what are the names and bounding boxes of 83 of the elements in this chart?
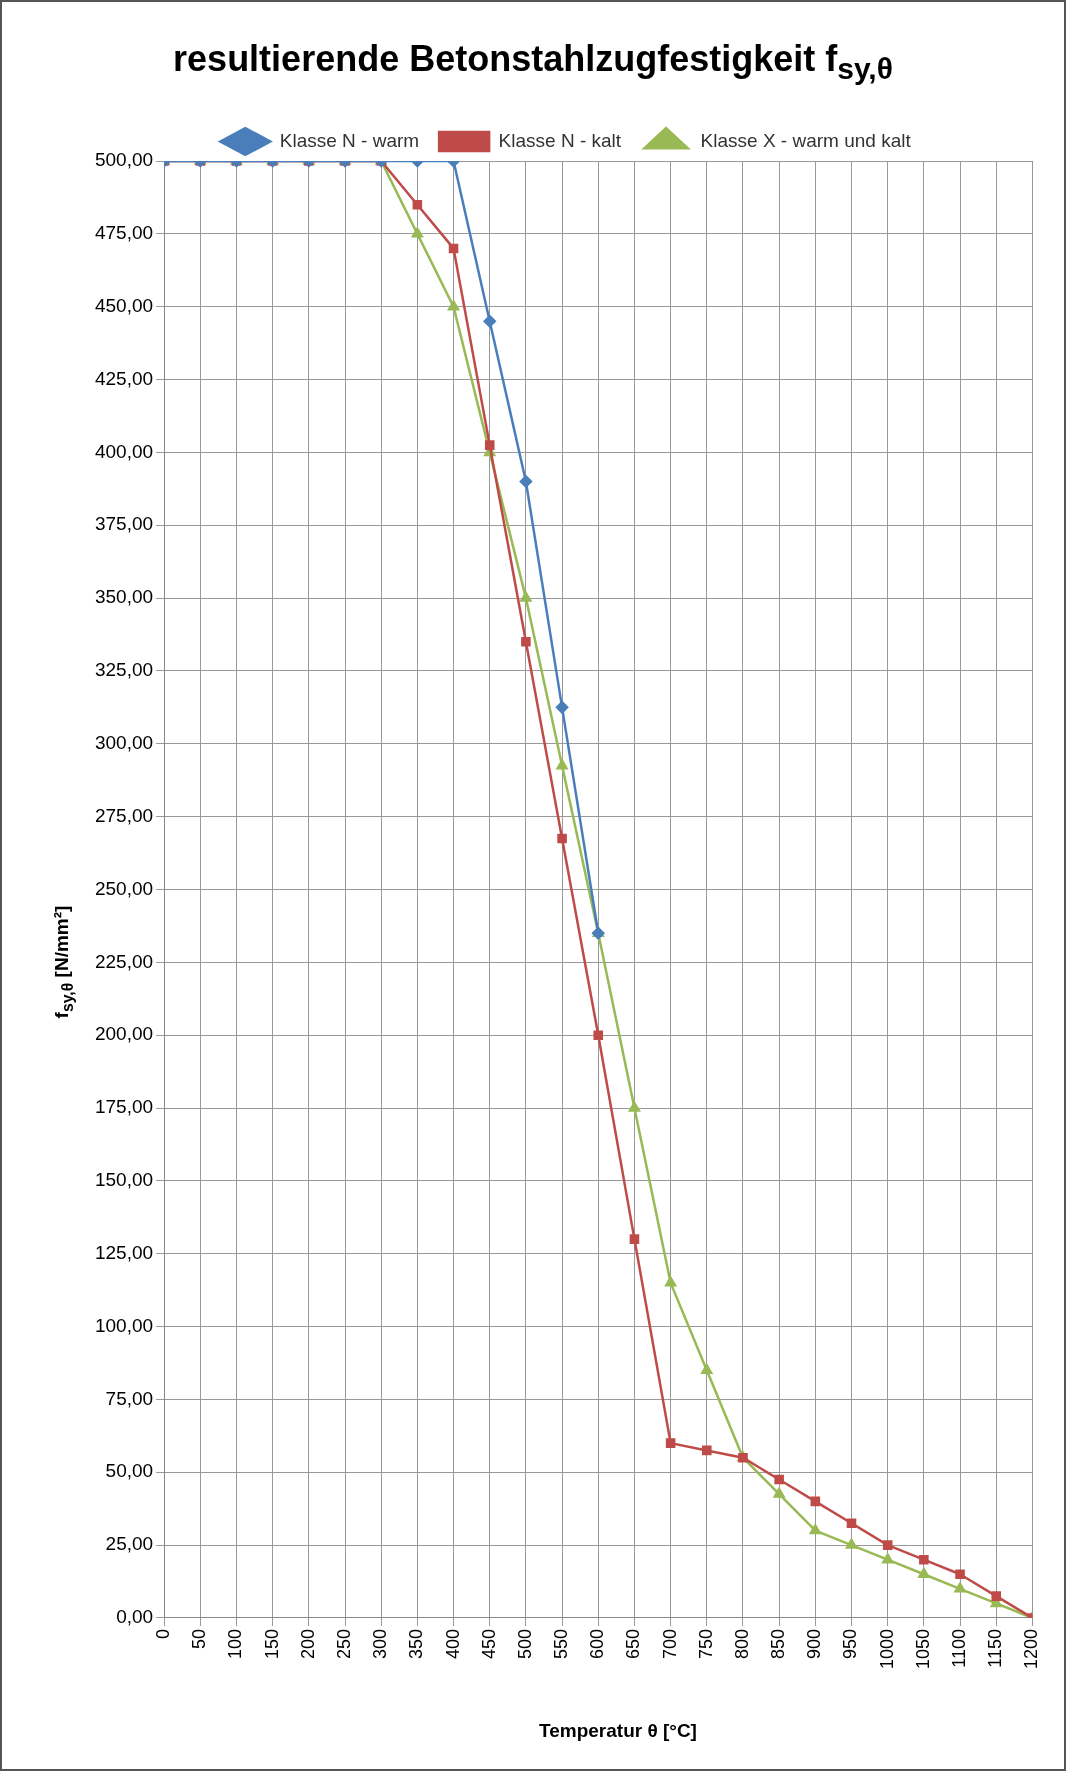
point xyxy=(665,1438,676,1448)
y-tick-label: 275,00 xyxy=(94,804,154,826)
x-tick-label: 150 xyxy=(261,1628,282,1659)
point xyxy=(412,199,423,210)
chart-title: resultierende Betonstahlzugfestigkeit f$_{sy,θ}$ xyxy=(172,38,894,87)
point xyxy=(991,1591,1002,1601)
point xyxy=(447,300,460,311)
point xyxy=(448,243,459,254)
point xyxy=(519,475,533,488)
point xyxy=(773,1487,785,1498)
x-tick-label: 200 xyxy=(297,1628,318,1659)
x-tick-label: 1200 xyxy=(1021,1628,1042,1669)
x-tick-label: 650 xyxy=(623,1628,644,1659)
x-tick-label: 250 xyxy=(333,1628,354,1659)
y-tick-label: 350,00 xyxy=(94,586,154,608)
point xyxy=(954,1582,966,1593)
point xyxy=(484,440,495,450)
x-tick-label: 950 xyxy=(840,1628,861,1659)
x-tick-label: 300 xyxy=(370,1628,391,1659)
point xyxy=(521,637,531,647)
point xyxy=(557,833,567,844)
point xyxy=(701,1364,713,1375)
point xyxy=(919,1554,929,1565)
legend-label: Klasse X - warm und kalt xyxy=(700,129,912,151)
y-tick-label: 50,00 xyxy=(105,1460,154,1482)
y-tick-label: 425,00 xyxy=(94,367,154,389)
point xyxy=(774,1474,784,1485)
y-tick-label: 400,00 xyxy=(94,440,154,462)
y-tick-label: 450,00 xyxy=(94,294,154,316)
y-tick-label: 325,00 xyxy=(94,659,154,681)
point xyxy=(845,1538,858,1549)
point xyxy=(702,1445,712,1456)
point xyxy=(810,1496,821,1507)
point xyxy=(665,1276,677,1287)
x-tick-label: 750 xyxy=(695,1628,716,1659)
point xyxy=(846,1518,857,1529)
point xyxy=(882,1553,894,1564)
point xyxy=(809,1524,821,1535)
y-tick-label: 300,00 xyxy=(94,732,154,754)
x-tick-label: 1150 xyxy=(985,1628,1006,1668)
x-tick-label: 100 xyxy=(225,1628,246,1659)
legend-label: Klasse N - kalt xyxy=(498,129,622,151)
x-tick-label: 350 xyxy=(406,1628,427,1659)
x-tick-label: 0 xyxy=(153,1628,174,1639)
x-tick-label: 500 xyxy=(514,1628,535,1659)
x-tick-label: 1050 xyxy=(912,1628,933,1669)
y-tick-label: 500,00 xyxy=(94,149,154,171)
point xyxy=(918,1568,930,1578)
x-tick-label: 50 xyxy=(189,1628,210,1649)
point xyxy=(955,1569,965,1580)
y-tick-label: 25,00 xyxy=(105,1533,154,1555)
y-tick-label: 200,00 xyxy=(94,1023,154,1045)
x-tick-label: 450 xyxy=(478,1628,499,1659)
y-tick-label: 175,00 xyxy=(94,1096,154,1118)
y-tick-label: 0,00 xyxy=(116,1606,154,1628)
y-tick-label: 475,00 xyxy=(94,222,154,244)
x-tick-label: 550 xyxy=(551,1628,572,1659)
x-tick-label: 400 xyxy=(442,1628,463,1659)
y-tick-label: 150,00 xyxy=(94,1169,154,1191)
x-tick-label: 900 xyxy=(804,1628,825,1659)
point xyxy=(882,1540,893,1550)
y-tick-label: 100,00 xyxy=(94,1314,154,1336)
x-axis-title: Temperatur θ [°C] xyxy=(538,1720,698,1742)
x-tick-label: 600 xyxy=(587,1628,608,1659)
y-tick-label: 75,00 xyxy=(105,1387,154,1409)
x-tick-label: 850 xyxy=(768,1628,789,1659)
point xyxy=(593,1030,604,1040)
x-tick-label: 1000 xyxy=(876,1628,897,1669)
x-tick-label: 800 xyxy=(731,1628,752,1659)
point xyxy=(629,1234,640,1244)
y-tick-label: 225,00 xyxy=(94,950,154,972)
y-tick-label: 125,00 xyxy=(94,1241,154,1263)
x-tick-label: 700 xyxy=(659,1628,680,1659)
x-tick-label: 1100 xyxy=(949,1628,970,1668)
y-tick-label: 375,00 xyxy=(94,513,154,535)
point xyxy=(483,315,496,328)
point xyxy=(556,759,568,770)
point xyxy=(555,701,569,714)
point xyxy=(628,1101,641,1112)
point xyxy=(520,591,532,602)
y-tick-label: 250,00 xyxy=(94,877,154,899)
point xyxy=(411,227,423,238)
legend-label: Klasse N - warm xyxy=(279,129,420,151)
